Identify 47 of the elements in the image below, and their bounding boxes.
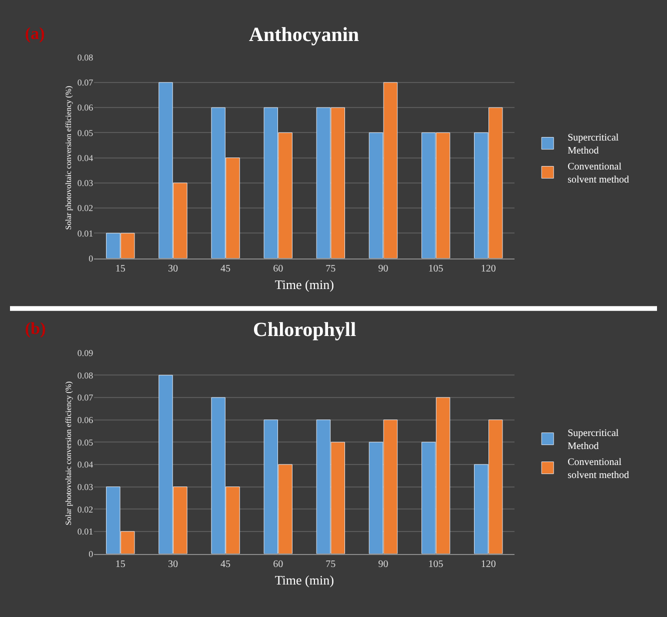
legend-label: Conventional solvent method: [568, 457, 629, 482]
x-tick-label: 45: [220, 263, 231, 274]
text: (b): [25, 319, 46, 338]
legend-label: Conventional solvent method: [568, 162, 629, 186]
x-tick-label: 120: [480, 558, 496, 570]
x-tick-label: 15: [115, 558, 126, 570]
x-tick-label: 75: [326, 263, 336, 274]
legend-label: Supercritical Method: [568, 428, 619, 452]
y-tick-label: 0.06: [77, 102, 94, 113]
y-tick-label: 0: [88, 253, 94, 264]
y-tick-label: 0.05: [77, 437, 94, 448]
y-tick-label: 0.03: [77, 178, 94, 188]
y-tick-label: 0.04: [77, 460, 94, 470]
y-tick-label: 0.01: [77, 228, 94, 238]
x-tick-label: 105: [428, 263, 444, 274]
x-tick-label: 60: [273, 558, 284, 570]
x-axis-title: Time (min): [274, 572, 334, 588]
y-tick-label: 0.08: [77, 370, 94, 380]
y-axis-title: Solar photovoltaic conversion efficiency (%): [64, 381, 74, 526]
chart-title: Chlorophyll: [253, 319, 356, 341]
y-tick-label: 0.07: [77, 78, 94, 88]
y-axis-title: Solar photovoltaic conversion efficiency (%): [64, 86, 74, 230]
y-tick-label: 0.02: [77, 504, 94, 514]
y-tick-label: 0.07: [77, 392, 94, 403]
y-tick-label: 0.01: [77, 526, 94, 537]
x-tick-label: 90: [378, 558, 388, 570]
legend-label: Supercritical Method: [568, 132, 619, 157]
x-tick-label: 45: [220, 558, 231, 570]
y-tick-label: 0.03: [77, 482, 94, 492]
x-axis-title: Time (min): [274, 276, 334, 292]
x-tick-label: 75: [326, 558, 336, 570]
y-tick-label: 0: [88, 548, 94, 559]
y-tick-label: 0.04: [77, 152, 94, 163]
x-tick-label: 120: [480, 263, 496, 274]
text: (a): [25, 24, 45, 43]
chart-title: Anthocyanin: [249, 24, 360, 46]
y-tick-label: 0.08: [77, 52, 94, 62]
y-tick-label: 0.02: [77, 203, 94, 214]
x-tick-label: 60: [273, 263, 284, 274]
x-tick-label: 90: [378, 263, 388, 274]
x-tick-label: 30: [168, 558, 178, 570]
x-tick-label: 15: [115, 263, 126, 274]
x-tick-label: 30: [168, 263, 178, 274]
y-tick-label: 0.06: [77, 414, 94, 425]
x-tick-label: 105: [428, 558, 444, 570]
y-tick-label: 0.05: [77, 128, 94, 138]
y-tick-label: 0.09: [77, 348, 94, 358]
